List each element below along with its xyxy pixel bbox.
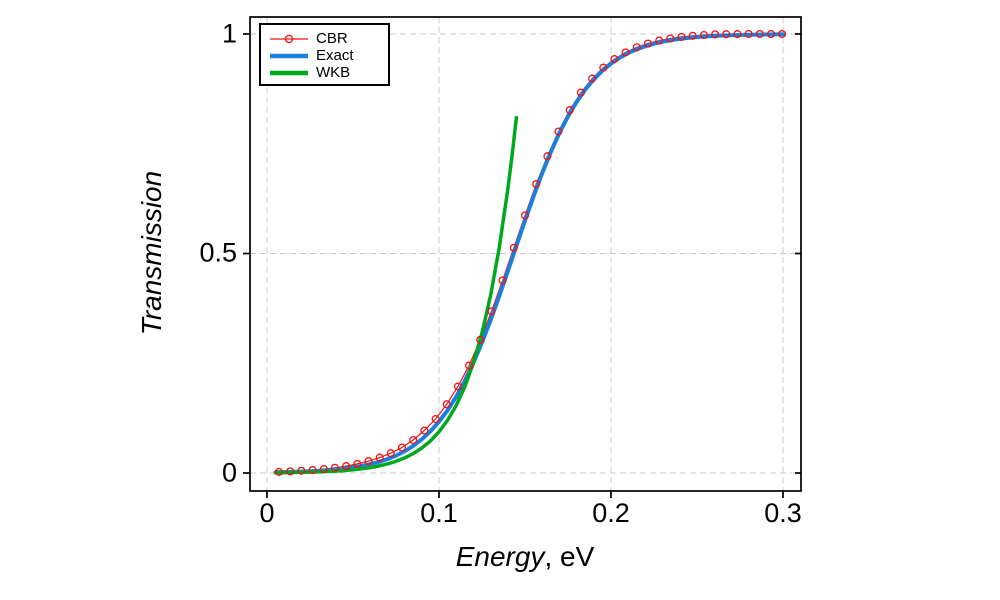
series-cbr-marker [755, 29, 764, 39]
series-cbr-marker [711, 30, 720, 39]
series-cbr-marker [375, 453, 384, 462]
series-cbr-marker [386, 449, 395, 458]
series-cbr-marker [554, 127, 563, 136]
series-cbr-marker [308, 466, 317, 475]
legend-item-wkb: WKB [261, 65, 388, 80]
legend-item-exact: Exact [261, 48, 388, 63]
legend-swatch-wkb [270, 70, 308, 75]
series-cbr-marker [744, 29, 753, 39]
y-tick-label-1: 1 [221, 18, 237, 49]
legend-label-exact: Exact [316, 47, 354, 64]
y-tick-label-0-5: 0.5 [199, 237, 237, 268]
series-cbr-marker [733, 30, 742, 39]
series-cbr-marker [453, 382, 462, 391]
x-tick-label-0-3: 0.3 [764, 498, 802, 528]
series-cbr-marker [498, 276, 507, 285]
series-cbr-marker [409, 435, 418, 445]
series-cbr-marker [286, 467, 295, 476]
series-cbr-marker [621, 48, 630, 57]
series-cbr-marker [297, 466, 306, 475]
legend-item-cbr: CBR [261, 31, 388, 46]
series-cbr-marker [397, 443, 407, 452]
series-cbr-marker [643, 39, 653, 48]
series-cbr-marker [353, 459, 362, 468]
series-cbr-marker [364, 457, 373, 466]
legend-swatch-exact [270, 53, 308, 58]
series-cbr-marker [543, 152, 552, 161]
series-cbr-marker [632, 43, 641, 52]
series-cbr-marker [722, 30, 731, 39]
series-cbr-marker [666, 34, 675, 43]
x-tick-label-0-1: 0.1 [420, 498, 458, 528]
series-cbr-marker [766, 29, 776, 39]
series-cbr-marker [677, 32, 686, 41]
series-wkb-line [273, 115, 519, 475]
x-tick-label-0-2: 0.2 [592, 498, 630, 528]
series-cbr-marker [319, 465, 328, 474]
x-tick-label-0: 0 [259, 498, 275, 528]
legend-swatch-cbr [270, 34, 308, 43]
x-axis-title-unit: , eV [544, 541, 595, 572]
series-cbr-marker [330, 463, 339, 472]
series-cbr-marker [431, 414, 440, 424]
x-axis-title-word: Energy [455, 541, 545, 572]
series-cbr-marker [688, 31, 697, 40]
y-tick-label-0: 0 [221, 457, 237, 488]
series-cbr-marker [610, 55, 619, 64]
series-cbr-marker [465, 361, 474, 370]
series-cbr-marker [565, 106, 574, 115]
series-cbr-marker [576, 88, 585, 97]
legend-label-cbr: CBR [316, 30, 348, 47]
series-cbr-line [278, 33, 783, 473]
series-cbr-marker [699, 30, 708, 40]
series-cbr-marker [487, 307, 496, 316]
series-cbr-marker [520, 211, 530, 220]
series-cbr-marker [274, 467, 284, 476]
series-cbr-marker [420, 426, 429, 435]
series-cbr-marker [588, 74, 597, 83]
legend-label-wkb: WKB [316, 64, 351, 81]
series-cbr-marker [599, 63, 608, 72]
series-cbr-marker [778, 29, 787, 39]
series-cbr-marker [509, 243, 518, 252]
series-cbr-marker [342, 462, 351, 471]
series-cbr-marker [655, 36, 664, 45]
x-axis-title: Energy, eV [456, 541, 595, 573]
series-cbr-marker [476, 335, 485, 344]
series-cbr-marker [442, 400, 451, 409]
legend: CBR Exact WKB [259, 23, 390, 86]
legend-marker-circle-icon [284, 34, 294, 43]
series-cbr-marker [532, 180, 541, 189]
y-axis-title: Transmission [136, 170, 167, 336]
